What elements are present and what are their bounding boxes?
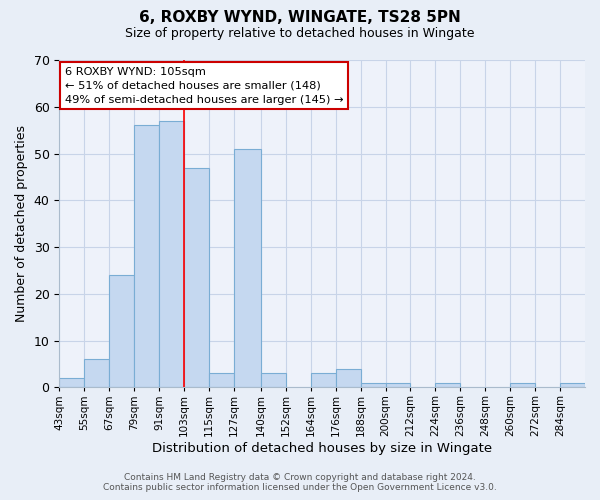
Text: Size of property relative to detached houses in Wingate: Size of property relative to detached ho… — [125, 28, 475, 40]
Text: 6, ROXBY WYND, WINGATE, TS28 5PN: 6, ROXBY WYND, WINGATE, TS28 5PN — [139, 10, 461, 25]
Bar — [335, 368, 361, 388]
Bar — [234, 149, 261, 388]
Bar — [84, 360, 109, 388]
Bar — [361, 382, 386, 388]
Bar — [134, 126, 159, 388]
Bar — [311, 374, 335, 388]
Bar — [209, 374, 234, 388]
Bar — [184, 168, 209, 388]
Text: 6 ROXBY WYND: 105sqm
← 51% of detached houses are smaller (148)
49% of semi-deta: 6 ROXBY WYND: 105sqm ← 51% of detached h… — [65, 66, 343, 104]
Bar — [261, 374, 286, 388]
Bar — [510, 382, 535, 388]
Y-axis label: Number of detached properties: Number of detached properties — [15, 125, 28, 322]
Bar — [560, 382, 585, 388]
Bar — [436, 382, 460, 388]
Bar — [59, 378, 84, 388]
Bar — [109, 275, 134, 388]
Bar — [386, 382, 410, 388]
X-axis label: Distribution of detached houses by size in Wingate: Distribution of detached houses by size … — [152, 442, 492, 455]
Bar — [159, 121, 184, 388]
Text: Contains HM Land Registry data © Crown copyright and database right 2024.
Contai: Contains HM Land Registry data © Crown c… — [103, 473, 497, 492]
